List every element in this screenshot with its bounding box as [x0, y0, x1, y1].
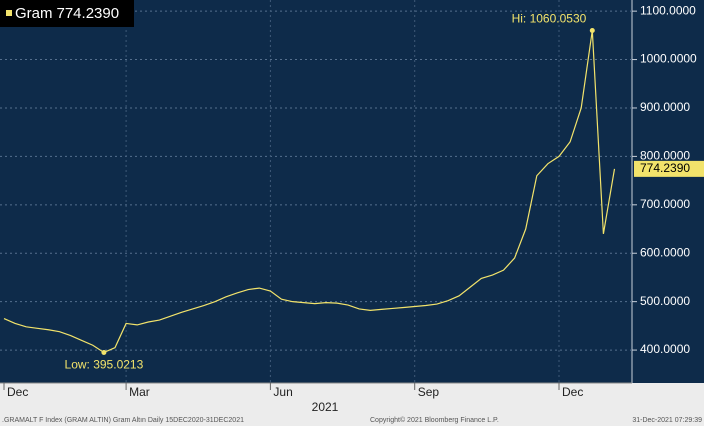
y-tick-label: 700.0000 [640, 197, 690, 211]
y-tick-label: 1000.0000 [640, 52, 697, 66]
annotation: Hi: 1060.0530 [512, 12, 587, 26]
x-tick-label: Dec [7, 385, 28, 399]
value-tag [634, 160, 704, 177]
axis-background [0, 383, 704, 426]
x-tick-label: Dec [562, 385, 583, 399]
y-tick-label: 800.0000 [640, 149, 690, 163]
x-tick-label: Jun [273, 385, 292, 399]
legend-label: Gram 774.2390 [15, 5, 119, 22]
legend-box [0, 0, 134, 27]
y-tick-label: 600.0000 [640, 245, 690, 259]
footer: Copyright© 2021 Bloomberg Finance L.P. [370, 416, 499, 424]
annotation-point [101, 349, 107, 355]
x-tick-label: Sep [418, 385, 440, 399]
annotation: Low: 395.0213 [65, 358, 144, 372]
footer: 31-Dec-2021 07:29:39 [632, 417, 702, 424]
y-tick-label: 500.0000 [640, 294, 690, 308]
y-tick-label: 400.0000 [640, 342, 690, 356]
value-tag-label: 774.2390 [640, 161, 690, 175]
legend-swatch [6, 10, 12, 16]
footer: .GRAMALT F Index (GRAM ALTIN) Gram Altın… [2, 417, 244, 424]
annotation-point [589, 27, 595, 33]
legend-name: Gram [15, 5, 53, 22]
legend-value: 774.2390 [57, 5, 120, 22]
x-axis-label: 2021 [312, 400, 339, 414]
plot-background [0, 0, 704, 383]
y-tick-label: 1100.0000 [640, 3, 696, 17]
y-tick-label: 900.0000 [640, 100, 690, 114]
x-tick-label: Mar [129, 385, 150, 399]
